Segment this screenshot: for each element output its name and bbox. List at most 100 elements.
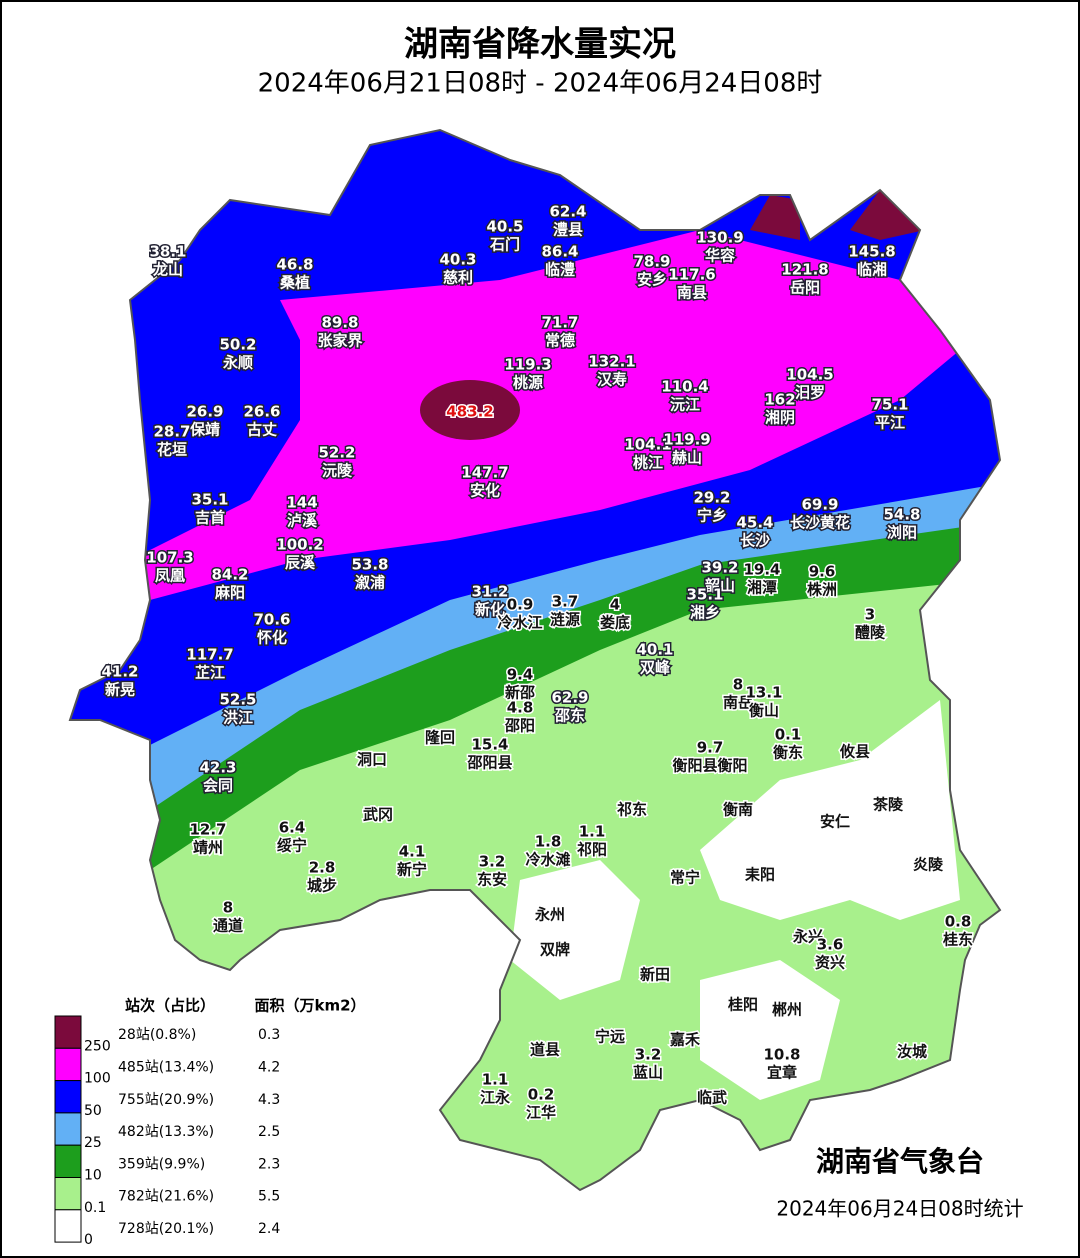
- station-name: 武冈: [363, 806, 393, 824]
- legend-swatch: [54, 1047, 82, 1082]
- station-name: 新宁: [397, 861, 427, 879]
- legend-swatch: [54, 1080, 82, 1114]
- legend-swatch: [54, 1177, 82, 1211]
- station-value: 6.4: [279, 819, 306, 837]
- station-name: 湘潭: [747, 579, 777, 597]
- station-name: 桂阳: [727, 996, 758, 1014]
- station-name: 茶陵: [873, 796, 904, 814]
- station-name: 桑植: [280, 274, 310, 292]
- station-value: 130.9: [696, 229, 743, 247]
- legend-count: 485站(13.4%): [118, 1059, 214, 1075]
- station-name: 衡山: [749, 702, 779, 720]
- station-name: 长沙: [740, 532, 770, 550]
- station-value: 1.1: [579, 823, 606, 841]
- station-name: 汝城: [897, 1043, 927, 1061]
- legend-area: 2.5: [258, 1124, 280, 1140]
- station-name: 赫山: [672, 449, 702, 467]
- zone: [700, 700, 960, 920]
- station-name: 怀化: [257, 629, 287, 647]
- station-name: 永州: [534, 906, 565, 924]
- station-value: 100.2: [276, 536, 323, 554]
- legend-count: 482站(13.3%): [118, 1124, 214, 1140]
- station-name: 宁远: [595, 1028, 625, 1046]
- station-value: 39.2: [701, 559, 738, 577]
- station-value: 54.8: [883, 506, 920, 524]
- station-value: 35.1: [686, 586, 723, 604]
- station-value: 28.7: [153, 423, 190, 441]
- station-name: 常宁: [670, 869, 700, 887]
- station-value: 144: [286, 494, 317, 512]
- station-name: 洪江: [223, 709, 253, 727]
- station-name: 慈利: [443, 269, 473, 287]
- station-name: 炎陵: [913, 856, 944, 874]
- station-name: 宜章: [767, 1064, 797, 1082]
- station-name: 冷水江: [497, 614, 542, 632]
- legend-area: 2.3: [258, 1156, 280, 1172]
- station-value: 145.8: [848, 243, 895, 261]
- station-name: 安仁: [820, 813, 850, 831]
- station-value: 19.4: [743, 561, 780, 579]
- station-value: 40.3: [439, 251, 476, 269]
- station-name: 城步: [307, 877, 337, 895]
- station-name: 冷水滩: [525, 851, 570, 869]
- station-name: 临湘: [857, 261, 887, 279]
- station-name: 沅江: [670, 396, 700, 414]
- station-value: 53.8: [351, 556, 388, 574]
- station-name: 桃源: [513, 374, 543, 392]
- station-name: 隆回: [425, 729, 455, 747]
- station-value: 104.5: [786, 366, 833, 384]
- station-name: 南岳: [723, 694, 753, 712]
- station-name: 湘阴: [765, 409, 795, 427]
- station-name: 新邵: [505, 684, 535, 702]
- station-name: 通道: [213, 917, 243, 935]
- station-value: 162: [764, 391, 795, 409]
- zone: [510, 860, 640, 1000]
- station-name: 邵阳: [504, 717, 535, 735]
- station-name: 吉首: [195, 509, 225, 527]
- legend-threshold: 50: [84, 1103, 102, 1119]
- zone: [420, 380, 520, 440]
- station-name: 澧县: [553, 221, 583, 239]
- legend-header: 站次（占比）: [125, 997, 215, 1015]
- legend: 站次（占比） 面积（万km2） 28站(0.8%) 0.3 485站(13.4%) 4…: [54, 997, 366, 1248]
- station-value: 40.1: [636, 641, 673, 659]
- station-value: 45.4: [736, 514, 773, 532]
- station-name: 洞口: [357, 751, 387, 769]
- station-name: 醴陵: [855, 624, 886, 642]
- station-value: 84.2: [211, 566, 248, 584]
- station-value: 3: [865, 606, 875, 624]
- station-name: 宁乡: [697, 507, 727, 525]
- legend-swatch: [54, 1144, 82, 1178]
- station-value: 71.7: [541, 314, 578, 332]
- station-name: 耒阳: [745, 866, 775, 884]
- legend-swatch: [54, 1209, 82, 1243]
- station-name: 汉寿: [597, 371, 627, 389]
- legend-swatch: [54, 1112, 82, 1146]
- station-value: 119.3: [504, 356, 551, 374]
- station-name: 双牌: [540, 941, 570, 959]
- station-name: 靖州: [193, 839, 223, 857]
- legend-threshold: 0.1: [84, 1200, 106, 1216]
- station-name: 衡东: [773, 744, 803, 762]
- station-value: 86.4: [541, 243, 578, 261]
- legend-area: 0.3: [258, 1027, 280, 1043]
- station-value: 89.8: [321, 314, 358, 332]
- station-name: 麻阳: [214, 584, 245, 602]
- station-name: 衡南: [723, 801, 753, 819]
- zone: [700, 960, 840, 1100]
- station-name: 常德: [545, 332, 575, 350]
- station-name: 株洲: [807, 581, 837, 599]
- station-value: 29.2: [693, 489, 730, 507]
- legend-threshold: 250: [84, 1038, 111, 1054]
- station-value: 31.2: [471, 583, 508, 601]
- station-value: 40.5: [486, 218, 523, 236]
- station-value: 4.8: [507, 699, 534, 717]
- station-value: 10.8: [763, 1046, 800, 1064]
- station-value: 9.7: [697, 739, 724, 757]
- timestamp: 2024年06月24日08时统计: [776, 1197, 1023, 1221]
- station-value: 107.3: [146, 549, 193, 567]
- station-name: 芷江: [195, 664, 225, 682]
- station-value: 62.4: [549, 203, 586, 221]
- station-value: 4.1: [399, 843, 426, 861]
